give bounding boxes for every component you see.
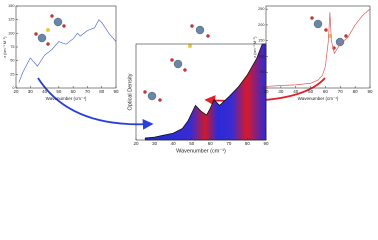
x-tick-label: 40: [171, 141, 177, 146]
x-tick-label: 80: [99, 89, 105, 94]
x-tick-label: 50: [189, 141, 195, 146]
y-tick-label: 150: [258, 39, 264, 43]
y-tick-label: 200: [258, 23, 264, 27]
x-tick-label: 20: [13, 89, 19, 94]
y-tick-label: 0: [12, 86, 14, 90]
graphical-abstract: 20 30 40 50 60 70 80 90 0 25 50 75 100 125 150 Wavenumb…: [3, 4, 373, 154]
x-tick-label: 90: [113, 89, 119, 94]
plot-frame: [265, 5, 371, 89]
y-tick-label: 100: [8, 31, 14, 35]
x-tick-label: 30: [152, 141, 158, 146]
x-tick-label: 40: [293, 89, 299, 94]
y-axis-label: ε (cm⁻¹ M⁻¹): [3, 36, 7, 58]
x-tick-label: 50: [56, 89, 62, 94]
x-tick-label: 90: [263, 141, 269, 146]
x-tick-label: 20: [263, 89, 269, 94]
y-tick-label: 100: [258, 54, 264, 58]
plot-frame: [15, 5, 117, 89]
y-tick-label: 50: [260, 70, 264, 74]
x-axis-label: Wavenumber (cm⁻¹): [298, 96, 339, 101]
x-tick-label: 70: [85, 89, 91, 94]
x-tick-label: 30: [28, 89, 34, 94]
x-axis-label: Wavenumber (cm⁻¹): [46, 96, 87, 101]
y-axis-label: ε (cm⁻¹ M⁻¹): [253, 36, 257, 58]
y-axis-label: Optical Density: [127, 73, 133, 110]
x-tick-label: 50: [308, 89, 314, 94]
spectrum-line: [18, 19, 117, 83]
y-tick-label: 250: [258, 7, 264, 11]
x-axis-label: Wavenumber (cm⁻¹): [176, 148, 226, 154]
y-tick-label: 0: [262, 86, 264, 90]
x-tick-label: 70: [338, 89, 344, 94]
area: [144, 43, 267, 141]
blue-arrow: [37, 77, 154, 130]
y-tick-label: 125: [8, 18, 14, 22]
molecules: [34, 14, 348, 102]
spectrum-line: [265, 8, 371, 87]
x-tick-label: 40: [42, 89, 48, 94]
y-tick-label: 50: [10, 59, 14, 63]
plot-frame: [135, 43, 267, 141]
x-tick-label: 80: [353, 89, 359, 94]
x-tick-label: 20: [133, 141, 139, 146]
page: {"chart_data": [ {"type": "line", "xlabe…: [3, 4, 373, 155]
x-tick-label: 80: [245, 141, 251, 146]
y-tick-label: 75: [10, 45, 14, 49]
x-tick-label: 60: [71, 89, 77, 94]
y-tick-label: 150: [8, 4, 14, 8]
y-tick-label: 25: [10, 72, 14, 76]
x-tick-label: 30: [278, 89, 284, 94]
x-tick-label: 90: [367, 89, 373, 94]
x-tick-label: 60: [323, 89, 329, 94]
x-tick-label: 60: [208, 141, 214, 146]
x-tick-label: 70: [226, 141, 232, 146]
